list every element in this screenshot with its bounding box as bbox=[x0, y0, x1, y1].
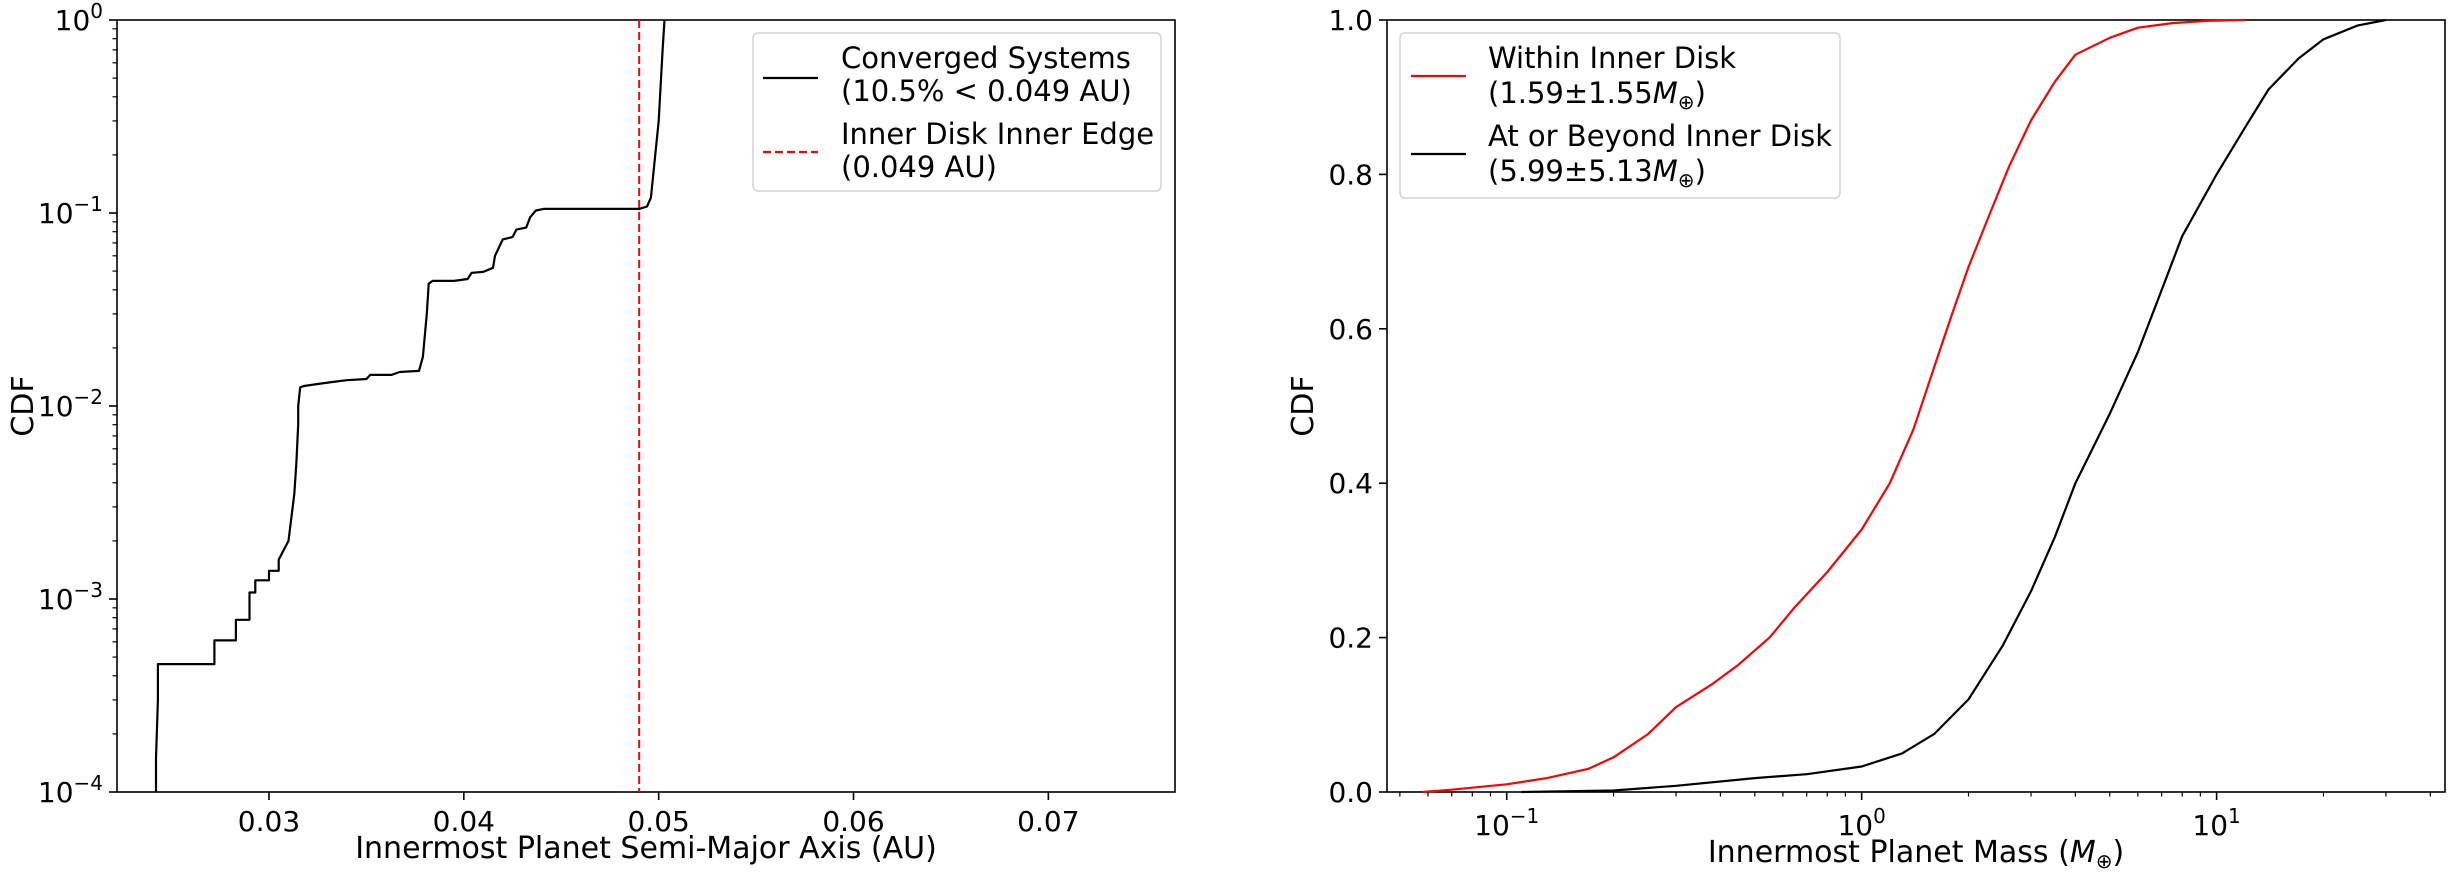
left-x-axis-label: Innermost Planet Semi-Major Axis (AU) bbox=[355, 831, 937, 866]
left-y-tick-label: 10−3 bbox=[38, 578, 103, 616]
left-x-ticks: 0.03 0.04 0.05 0.06 0.07 bbox=[238, 792, 1080, 838]
right-data-layer bbox=[1422, 18, 2387, 794]
right-y-tick-label: 1.0 bbox=[1328, 4, 1373, 37]
right-legend-label-beyond: At or Beyond Inner Disk bbox=[1488, 119, 1832, 153]
right-y-axis-label: CDF bbox=[1286, 375, 1321, 436]
right-x-tick-label: 100 bbox=[1837, 804, 1885, 842]
left-x-tick-label: 0.04 bbox=[433, 805, 495, 838]
left-legend-sublabel-inner-edge: (0.049 AU) bbox=[841, 150, 997, 184]
right-legend: Within Inner Disk (1.59±1.55M⊕) At or Be… bbox=[1399, 32, 1841, 199]
right-y-tick-label: 0.0 bbox=[1328, 776, 1373, 809]
left-series-0 bbox=[154, 19, 666, 792]
left-legend-sublabel-converged: (10.5% < 0.049 AU) bbox=[841, 74, 1132, 108]
right-legend-box bbox=[1399, 32, 1841, 199]
right-legend-sublabel-beyond: (5.99±5.13M⊕) bbox=[1488, 154, 1706, 192]
left-y-tick-label: 10−4 bbox=[38, 771, 103, 809]
right-y-tick-label: 0.6 bbox=[1328, 313, 1373, 346]
right-y-ticks: 0.0 0.2 0.4 0.6 0.8 1.0 bbox=[1328, 4, 1387, 809]
left-legend-box bbox=[752, 32, 1162, 192]
right-x-axis-label: Innermost Planet Mass (M⊕) bbox=[1708, 835, 2124, 873]
left-x-tick-label: 0.05 bbox=[627, 805, 689, 838]
right-y-tick-label: 0.4 bbox=[1328, 467, 1373, 500]
left-x-tick-label: 0.07 bbox=[1017, 805, 1079, 838]
left-x-tick-label: 0.03 bbox=[238, 805, 300, 838]
left-legend-label-inner-edge: Inner Disk Inner Edge bbox=[841, 117, 1154, 151]
left-legend: Converged Systems (10.5% < 0.049 AU) Inn… bbox=[752, 32, 1162, 192]
right-legend-sublabel-within: (1.59±1.55M⊕) bbox=[1488, 76, 1706, 114]
left-y-tick-label: 10−1 bbox=[38, 192, 103, 230]
left-y-tick-label: 10−2 bbox=[38, 385, 103, 423]
right-series-1 bbox=[1521, 18, 2387, 794]
right-x-tick-label: 101 bbox=[2192, 804, 2240, 842]
left-legend-label-converged: Converged Systems bbox=[841, 41, 1131, 75]
right-series-0 bbox=[1422, 18, 2245, 794]
right-y-tick-label: 0.2 bbox=[1328, 622, 1373, 655]
right-y-tick-label: 0.8 bbox=[1328, 158, 1373, 191]
left-y-axis-label: CDF bbox=[6, 375, 41, 436]
right-chart: 10−1 100 101 0.0 0.2 0.4 0.6 0.8 1.0 Innermost … bbox=[1286, 4, 2446, 873]
left-x-tick-label: 0.06 bbox=[822, 805, 884, 838]
left-y-tick-label: 100 bbox=[55, 0, 103, 37]
left-chart: 0.03 0.04 0.05 0.06 0.07 10−4 10−3 10−2 10−1 100… bbox=[6, 0, 1176, 866]
left-y-ticks: 10−4 10−3 10−2 10−1 100 bbox=[38, 0, 117, 809]
left-data-layer bbox=[154, 19, 666, 792]
right-x-tick-label: 10−1 bbox=[1474, 804, 1539, 842]
right-x-ticks: 10−1 100 101 bbox=[1399, 792, 2431, 842]
right-legend-label-within: Within Inner Disk bbox=[1488, 41, 1736, 75]
